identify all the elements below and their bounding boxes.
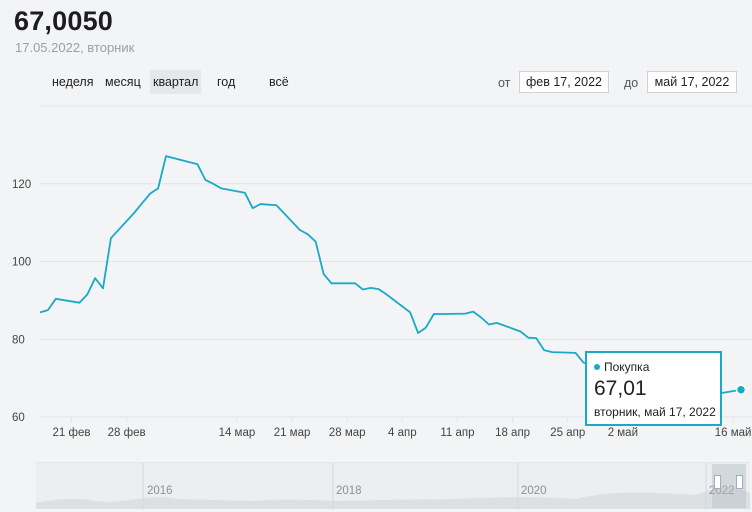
x-tick-label: 21 мар [274, 427, 311, 439]
tooltip: Покупка 67,01 вторник, май 17, 2022 [585, 351, 722, 426]
y-axis: 60 80 100 120 [12, 179, 31, 424]
tooltip-value: 67,01 [594, 377, 647, 400]
range-navigator[interactable] [36, 462, 750, 509]
y-tick-label: 60 [12, 412, 25, 424]
x-tick-label: 11 апр [440, 427, 474, 439]
rate-value: 67,0050 [14, 6, 113, 36]
y-tick-label: 100 [12, 257, 31, 269]
navigator-year-label: 2016 [147, 485, 173, 497]
y-tick-label: 120 [12, 179, 31, 191]
x-tick-label: 21 фев [53, 427, 91, 439]
range-month-button[interactable]: месяц [105, 75, 141, 89]
navigator-right-handle[interactable] [736, 475, 743, 489]
navigator-year-label: 2018 [336, 485, 362, 497]
tooltip-series: Покупка [594, 360, 649, 374]
to-date-input[interactable]: май 17, 2022 [647, 71, 737, 93]
x-tick-label: 18 апр [495, 427, 530, 439]
range-quarter-button[interactable]: квартал [150, 70, 202, 94]
x-axis: 21 фев 28 фев 14 мар 21 мар 28 мар 4 апр 11 ап… [53, 417, 752, 439]
x-tick-label: 4 апр [388, 427, 417, 439]
range-all-button[interactable]: всё [269, 75, 289, 89]
x-tick-label: 28 фев [108, 427, 146, 439]
x-tick-label: 16 май [715, 427, 752, 439]
y-tick-label: 80 [12, 334, 25, 346]
tooltip-date: вторник, май 17, 2022 [594, 405, 716, 419]
from-label: от [498, 76, 511, 90]
rate-date: 17.05.2022, вторник [15, 40, 135, 55]
series-highlight-point [735, 384, 747, 395]
x-tick-label: 25 апр [550, 427, 585, 439]
x-tick-label: 28 мар [329, 427, 366, 439]
x-tick-label: 14 мар [219, 427, 256, 439]
range-week-button[interactable]: неделя [52, 75, 94, 89]
to-label: до [624, 76, 639, 90]
navigator-year-label: 2020 [521, 485, 547, 497]
navigator-left-handle[interactable] [714, 475, 721, 489]
tooltip-series-dot-icon [594, 364, 600, 370]
navigator-mini-chart [36, 463, 750, 509]
range-year-button[interactable]: год [217, 75, 236, 89]
x-tick-label: 2 май [608, 427, 638, 439]
from-date-input[interactable]: фев 17, 2022 [519, 71, 609, 93]
tooltip-series-name: Покупка [604, 360, 650, 374]
